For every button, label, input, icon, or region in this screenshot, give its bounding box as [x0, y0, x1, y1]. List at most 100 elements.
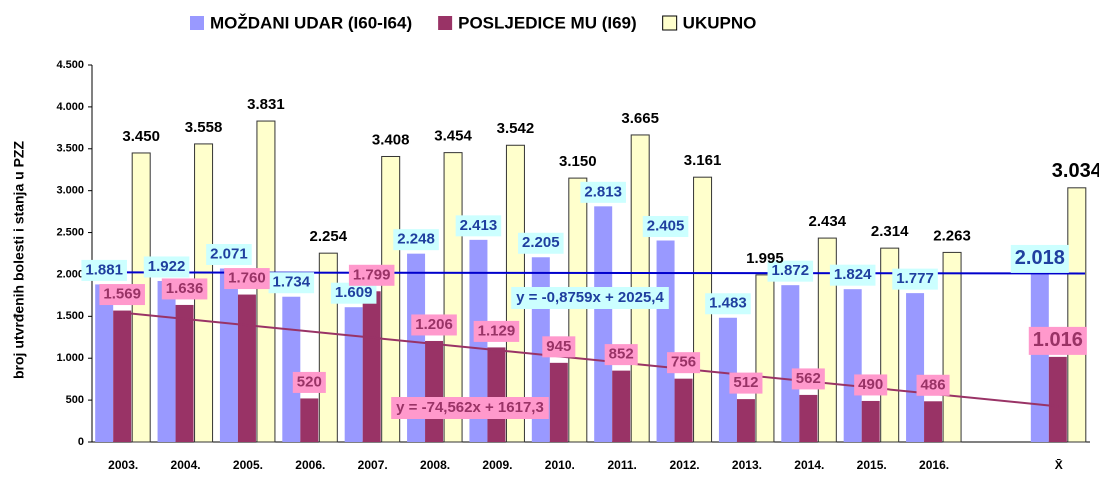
- data-label-text: 562: [796, 370, 821, 387]
- data-label: 1.609: [330, 282, 377, 304]
- data-label-box: [829, 264, 876, 286]
- bar: [799, 394, 818, 442]
- data-label-box: [667, 352, 701, 374]
- data-label-box: [206, 243, 252, 265]
- data-label: 3.408: [372, 131, 410, 148]
- data-label-text: 1.734: [273, 274, 311, 291]
- y-tick-label: 4.500: [56, 59, 84, 71]
- data-label-text: 1.483: [709, 295, 747, 312]
- data-label-text: 2.434: [809, 213, 847, 230]
- data-label-box: [81, 259, 127, 281]
- y-tick-label: 4.000: [56, 101, 84, 113]
- data-label-text: 1.016: [1033, 329, 1083, 351]
- data-label: 2.205: [518, 232, 564, 254]
- data-label: 1.922: [143, 256, 190, 278]
- data-label-text: 1.824: [834, 266, 872, 283]
- data-label: 1.777: [892, 268, 938, 290]
- data-label-text: 512: [733, 374, 758, 391]
- data-label: 3.454: [434, 128, 472, 145]
- data-label-text: 3.558: [185, 119, 223, 136]
- data-label-text: 3.831: [247, 96, 285, 113]
- data-label-text: 1.636: [166, 280, 204, 297]
- data-label: 2.413: [455, 215, 502, 237]
- bar: [344, 307, 363, 442]
- bar: [549, 362, 568, 442]
- data-label-box: [854, 374, 888, 396]
- data-label-text: 1.129: [478, 322, 516, 339]
- data-label-box: [268, 272, 315, 294]
- bar: [237, 294, 256, 442]
- bar: [942, 251, 962, 443]
- data-label-text: 945: [546, 338, 571, 355]
- data-label-box: [348, 264, 395, 286]
- data-label-text: 1.777: [896, 270, 934, 287]
- legend-swatch: [438, 16, 453, 30]
- bar: [407, 253, 426, 442]
- y-axis-label: broj utvrđenih bolesti i stanja u PZZ: [11, 141, 27, 379]
- y-tick-label: 3.500: [56, 143, 84, 155]
- data-label-box: [642, 216, 689, 238]
- data-label-text: 1.872: [772, 262, 810, 279]
- x-tick-label: 2007.: [358, 458, 388, 472]
- data-label: 3.558: [185, 119, 223, 136]
- data-label-box: [292, 371, 326, 393]
- data-label: 3.450: [122, 128, 160, 145]
- data-label: 1.129: [473, 320, 520, 342]
- data-label-box: [580, 181, 626, 203]
- x-tick-label: 2014.: [794, 458, 824, 472]
- trendline: [123, 311, 1059, 408]
- x-tick-label: 2011.: [608, 458, 637, 472]
- data-label: 2.314: [871, 223, 909, 240]
- data-label-text: 756: [671, 354, 696, 371]
- bar: [157, 280, 176, 442]
- y-tick-label: 1.500: [56, 310, 84, 322]
- bar: [318, 252, 338, 443]
- data-label-text: 852: [609, 346, 634, 363]
- data-label: 512: [729, 372, 763, 394]
- data-label: 2.018: [1010, 244, 1069, 273]
- data-label: 1.824: [829, 264, 876, 286]
- data-label-text: 2.071: [210, 245, 248, 262]
- data-label: 1.206: [411, 314, 457, 336]
- y-tick-label: 500: [66, 394, 84, 406]
- data-label-text: 1.799: [353, 266, 391, 283]
- legend-label: POSLJEDICE MU (I69): [458, 13, 637, 32]
- data-label: 490: [854, 374, 888, 396]
- data-label-text: 2.018: [1015, 247, 1065, 269]
- x-tick-label: 2013.: [732, 458, 762, 472]
- bar: [568, 177, 588, 443]
- x-tick-label: 2008.: [420, 458, 450, 472]
- bar: [843, 289, 862, 442]
- data-label: 3.161: [684, 152, 722, 169]
- bar: [425, 340, 444, 442]
- data-label-text: 2.413: [460, 217, 498, 234]
- data-label-box: [1028, 326, 1087, 355]
- data-label: 2.434: [809, 213, 847, 230]
- x-tick-label: 2005.: [233, 458, 263, 472]
- data-label: 1.799: [348, 264, 395, 286]
- trendline-label-box: [511, 287, 669, 309]
- data-label-text: 3.450: [122, 128, 160, 145]
- bar: [906, 293, 925, 442]
- data-label-text: 2.263: [933, 227, 971, 244]
- data-label: 520: [292, 371, 326, 393]
- trendline-label-text: y = -74,562x + 1617,3: [396, 399, 544, 416]
- data-label-text: 1.995: [746, 250, 784, 267]
- data-label: 562: [791, 368, 825, 390]
- bar: [362, 291, 381, 442]
- data-label-text: 520: [297, 373, 322, 390]
- bar: [1030, 272, 1049, 442]
- data-label-text: 1.922: [148, 258, 186, 275]
- data-label-box: [1010, 244, 1069, 273]
- data-label: 2.254: [310, 228, 348, 245]
- data-label-text: 2.254: [310, 228, 348, 245]
- x-tick-label: 2009.: [482, 458, 512, 472]
- data-label: 2.263: [933, 227, 971, 244]
- data-label-text: 3.542: [497, 120, 535, 137]
- bar: [656, 240, 675, 442]
- data-label-text: 2.813: [584, 183, 622, 200]
- x-tick-label: 2003.: [108, 458, 138, 472]
- legend-label: MOŽDANI UDAR (I60-I64): [210, 13, 412, 32]
- data-label-box: [729, 372, 763, 394]
- y-tick-label: 0: [78, 436, 84, 448]
